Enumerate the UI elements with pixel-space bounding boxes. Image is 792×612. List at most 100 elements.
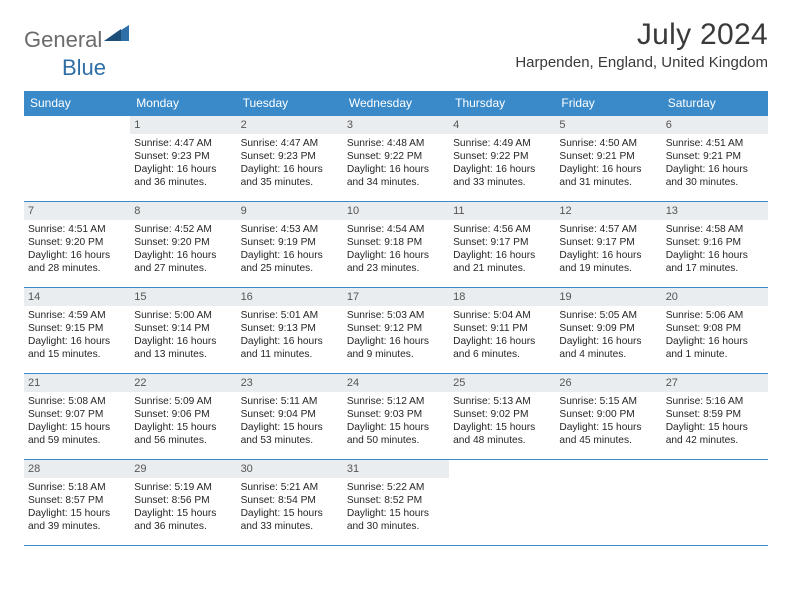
sunrise-text: Sunrise: 4:52 AM	[134, 223, 232, 236]
sunset-text: Sunset: 9:02 PM	[453, 408, 551, 421]
day-cell: 3Sunrise: 4:48 AMSunset: 9:22 PMDaylight…	[343, 116, 449, 201]
day-cell: 29Sunrise: 5:19 AMSunset: 8:56 PMDayligh…	[130, 460, 236, 545]
day-header-sun: Sunday	[24, 91, 130, 115]
sunset-text: Sunset: 9:09 PM	[559, 322, 657, 335]
sunrise-text: Sunrise: 4:51 AM	[28, 223, 126, 236]
day-number: 3	[343, 116, 449, 134]
daylight-text: Daylight: 16 hours	[134, 335, 232, 348]
day-number: 23	[237, 374, 343, 392]
sunrise-text: Sunrise: 5:08 AM	[28, 395, 126, 408]
day-header-wed: Wednesday	[343, 91, 449, 115]
day-cell: 22Sunrise: 5:09 AMSunset: 9:06 PMDayligh…	[130, 374, 236, 459]
daylight-text: Daylight: 16 hours	[453, 163, 551, 176]
sunrise-text: Sunrise: 4:47 AM	[134, 137, 232, 150]
day-cell: 20Sunrise: 5:06 AMSunset: 9:08 PMDayligh…	[662, 288, 768, 373]
daylight-text: and 13 minutes.	[134, 348, 232, 361]
sunset-text: Sunset: 8:54 PM	[241, 494, 339, 507]
sunrise-text: Sunrise: 4:57 AM	[559, 223, 657, 236]
day-number: 13	[662, 202, 768, 220]
sunset-text: Sunset: 8:56 PM	[134, 494, 232, 507]
daylight-text: and 34 minutes.	[347, 176, 445, 189]
day-number: 21	[24, 374, 130, 392]
sunset-text: Sunset: 9:20 PM	[134, 236, 232, 249]
sunrise-text: Sunrise: 5:22 AM	[347, 481, 445, 494]
day-number: 25	[449, 374, 555, 392]
sunrise-text: Sunrise: 4:47 AM	[241, 137, 339, 150]
sunrise-text: Sunrise: 4:49 AM	[453, 137, 551, 150]
daylight-text: Daylight: 16 hours	[453, 249, 551, 262]
location-text: Harpenden, England, United Kingdom	[515, 54, 768, 71]
daylight-text: and 36 minutes.	[134, 520, 232, 533]
day-number: 26	[555, 374, 661, 392]
day-number: 8	[130, 202, 236, 220]
sunrise-text: Sunrise: 5:19 AM	[134, 481, 232, 494]
daylight-text: Daylight: 16 hours	[559, 163, 657, 176]
week-row: 21 Sunrise: 5:08 AMSunset: 9:07 PM Dayligh…	[24, 374, 768, 460]
day-cell: 27Sunrise: 5:16 AMSunset: 8:59 PMDayligh…	[662, 374, 768, 459]
daylight-text: Daylight: 16 hours	[28, 249, 126, 262]
sunrise-text: Sunrise: 4:56 AM	[453, 223, 551, 236]
sunset-text: Sunset: 9:07 PM	[28, 408, 126, 421]
logo: General	[24, 24, 130, 55]
daylight-text: and 50 minutes.	[347, 434, 445, 447]
sunrise-text: Sunrise: 5:18 AM	[28, 481, 126, 494]
daylight-text: Daylight: 16 hours	[28, 335, 126, 348]
daylight-text: Daylight: 15 hours	[347, 507, 445, 520]
sunrise-text: Sunrise: 5:21 AM	[241, 481, 339, 494]
daylight-text: and 25 minutes.	[241, 262, 339, 275]
sunrise-text: Sunrise: 4:54 AM	[347, 223, 445, 236]
sunrise-text: Sunrise: 5:16 AM	[666, 395, 764, 408]
week-row: 1Sunrise: 4:47 AMSunset: 9:23 PMDaylight…	[24, 116, 768, 202]
sunrise-text: Sunrise: 4:51 AM	[666, 137, 764, 150]
day-number: 4	[449, 116, 555, 134]
day-cell: 7Sunrise: 4:51 AMSunset: 9:20 PMDaylight…	[24, 202, 130, 287]
daylight-text: Daylight: 15 hours	[347, 421, 445, 434]
day-cell: 14Sunrise: 4:59 AMSunset: 9:15 PMDayligh…	[24, 288, 130, 373]
daylight-text: Daylight: 15 hours	[241, 421, 339, 434]
daylight-text: Daylight: 16 hours	[347, 335, 445, 348]
day-cell: 25Sunrise: 5:13 AMSunset: 9:02 PMDayligh…	[449, 374, 555, 459]
sunrise-text: Sunrise: 5:13 AM	[453, 395, 551, 408]
day-number: 12	[555, 202, 661, 220]
daylight-text: Daylight: 15 hours	[134, 421, 232, 434]
daylight-text: Daylight: 15 hours	[559, 421, 657, 434]
daylight-text: and 15 minutes.	[28, 348, 126, 361]
daylight-text: Daylight: 16 hours	[347, 163, 445, 176]
daylight-text: and 53 minutes.	[241, 434, 339, 447]
day-cell	[449, 460, 555, 545]
day-number: 19	[555, 288, 661, 306]
sunset-text: Sunset: 9:20 PM	[28, 236, 126, 249]
day-cell: 16Sunrise: 5:01 AMSunset: 9:13 PMDayligh…	[237, 288, 343, 373]
day-number: 15	[130, 288, 236, 306]
daylight-text: and 23 minutes.	[347, 262, 445, 275]
daylight-text: and 9 minutes.	[347, 348, 445, 361]
day-cell: 26Sunrise: 5:15 AMSunset: 9:00 PMDayligh…	[555, 374, 661, 459]
day-number: 9	[237, 202, 343, 220]
day-cell: 5Sunrise: 4:50 AMSunset: 9:21 PMDaylight…	[555, 116, 661, 201]
sunset-text: Sunset: 8:59 PM	[666, 408, 764, 421]
day-cell	[24, 116, 130, 201]
day-number: 31	[343, 460, 449, 478]
sunset-text: Sunset: 9:15 PM	[28, 322, 126, 335]
daylight-text: Daylight: 15 hours	[241, 507, 339, 520]
weeks-container: 1Sunrise: 4:47 AMSunset: 9:23 PMDaylight…	[24, 116, 768, 546]
daylight-text: and 1 minute.	[666, 348, 764, 361]
day-number: 14	[24, 288, 130, 306]
daylight-text: Daylight: 16 hours	[347, 249, 445, 262]
day-cell: 9Sunrise: 4:53 AMSunset: 9:19 PMDaylight…	[237, 202, 343, 287]
day-cell: 30Sunrise: 5:21 AMSunset: 8:54 PMDayligh…	[237, 460, 343, 545]
daylight-text: and 42 minutes.	[666, 434, 764, 447]
daylight-text: and 30 minutes.	[666, 176, 764, 189]
daylight-text: and 17 minutes.	[666, 262, 764, 275]
day-number: 11	[449, 202, 555, 220]
sunset-text: Sunset: 8:52 PM	[347, 494, 445, 507]
week-row: 7Sunrise: 4:51 AMSunset: 9:20 PMDaylight…	[24, 202, 768, 288]
day-header-tue: Tuesday	[237, 91, 343, 115]
sunset-text: Sunset: 9:22 PM	[347, 150, 445, 163]
daylight-text: and 59 minutes.	[28, 434, 126, 447]
daylight-text: Daylight: 15 hours	[134, 507, 232, 520]
day-cell: 6Sunrise: 4:51 AMSunset: 9:21 PMDaylight…	[662, 116, 768, 201]
daylight-text: and 56 minutes.	[134, 434, 232, 447]
logo-word2: Blue	[62, 55, 106, 81]
sunset-text: Sunset: 8:57 PM	[28, 494, 126, 507]
